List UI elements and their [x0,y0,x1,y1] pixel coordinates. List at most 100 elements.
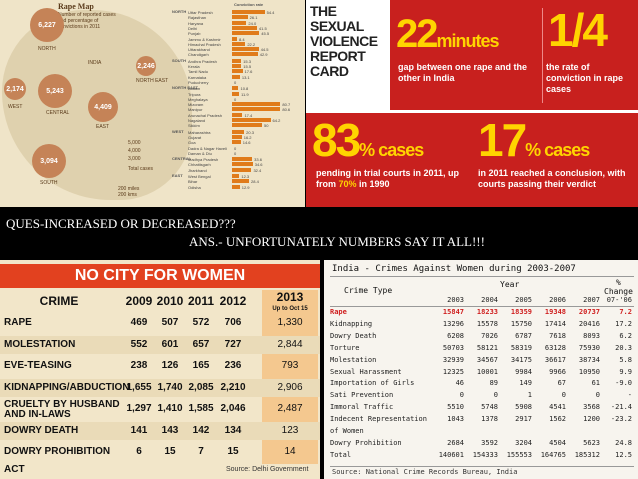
bar-fill [232,25,257,30]
crime-value: 17.2 [615,319,632,328]
crime-value: 6208 [447,331,464,340]
bar-fill [232,36,238,41]
stat3-caption-a: pending in trial courts in 2011, up from [316,168,460,189]
stat3-caption: pending in trial courts in 2011, up from… [316,168,466,190]
cell-crime: DOWRY PROHIBITION ACT [4,446,111,475]
bar-row-label: Mizoram [188,102,204,108]
stat3-value: 83 [312,114,361,166]
crime-value: - [627,391,632,400]
crime-row: of Women [330,427,636,436]
crime-name: Immoral Traffic [330,403,394,412]
bar-fill [232,52,258,57]
crime-value: 15847 [442,308,464,316]
bar-row-label: Maharashtra [188,129,211,135]
cell-2011: 165 [192,360,210,371]
region-south: SOUTH [40,180,58,186]
crime-value: 5510 [447,403,464,412]
bar-row-label: Chhattisgarh [188,162,211,168]
crime-value: 20.3 [615,343,632,352]
bar-row-label: Goa [188,140,196,146]
header-2011: 2011 [187,294,215,308]
bar-row-label: Bihar [188,179,198,185]
bar-row-label: Manipur [188,107,203,113]
region-east: EAST [96,124,110,130]
bar-fill [232,167,252,172]
bar-fill [232,15,248,20]
bar-fill [232,107,281,112]
bar-row-value: 20.3 [246,129,254,135]
bar-row-label: Tripura [188,91,201,97]
cell-2010: 601 [161,338,179,350]
cell-crime: DOWRY DEATH [4,424,79,436]
crime-value: 15578 [476,319,498,328]
cell-crime: MOLESTATION [4,338,76,350]
crime-value: 12.5 [615,450,632,459]
legend-5000: 5,000 [128,140,141,146]
cell-2010: 1,740 [157,381,183,393]
map-scale: 200 miles 200 kms [118,186,140,198]
crime-name: Molestation [330,355,377,364]
crime-value: 7026 [481,331,498,340]
cell-2009: 6 [136,446,142,457]
crime-value: 10950 [578,367,600,376]
crime-value: 5908 [515,403,532,412]
crime-value: 38734 [578,355,600,364]
change-period: 07-'06 [606,296,632,304]
bar-row-label: Dadra & Nagar Haveli [188,145,227,151]
bar-row-value: 80.7 [282,102,291,108]
crime-row: Rape 15847 18233 18359 19348 20737 7.2 [330,308,636,317]
bar-row-label: Haryana [188,20,204,26]
no-city-header-row: CRIME 2009 2010 2011 2012 2013 Up to Oct… [0,290,320,312]
crime-row: Dowry Death 6208 7026 6787 7618 8093 6.2 [330,332,636,341]
answer-text: ANS.- UNFORTUNATELY NUMBERS SAY IT ALL!!… [189,234,485,249]
bar-row-value: 17.6 [244,69,253,75]
bar-row-label: Delhi [188,25,198,31]
crime-value: 10001 [476,367,498,376]
bar-group-label: WEST [172,128,184,134]
cell-2011: 572 [192,317,210,328]
crime-value: 20737 [578,308,600,316]
bar-fill [232,20,247,25]
bar-row-value: 54.4 [266,10,275,15]
cell-2010: 143 [161,424,179,436]
crime-value: 46 [455,379,464,388]
crime-name: Total [330,450,352,459]
crime-value: 6787 [515,331,532,340]
crime-value: 20416 [578,319,600,328]
crime-value: 12325 [442,367,464,376]
crime-name: Rape [330,308,347,316]
table-rule-mid [330,306,634,307]
bar-row-value: 42.9 [259,52,268,58]
crime-value: 5748 [481,403,498,412]
cell-2013: 2,487 [277,403,303,414]
region-north-east: NORTH EAST [136,78,169,84]
bar-fill [232,47,259,52]
bar-row-value: 16.2 [243,134,252,140]
cell-2011: 2,085 [188,381,214,393]
crime-row: Total 140601 154333 155553 164765 185312 12.5 [330,451,636,460]
crime-value: 34567 [476,355,498,364]
bar-fill [232,134,242,139]
bar-row-value: 41.5 [258,25,267,31]
bar-fill [232,86,239,91]
stat3-unit: % cases [359,140,424,160]
header-2013: 2013 [276,290,304,304]
bar-row-label: West Bengal [188,174,211,179]
no-city-title: NO CITY FOR WOMEN [0,264,320,288]
bar-row-value: 17.4 [244,112,253,118]
bar-fill [232,157,253,162]
crime-value: 32939 [442,355,464,364]
crime-value: 154333 [472,450,498,459]
bar-row-value: 15.3 [243,58,251,64]
crime-value: 75930 [578,343,600,352]
bar-group-label: NORTH EAST [172,85,198,91]
bar-row-value: 24.0 [248,20,257,26]
crime-value: 185312 [574,450,600,459]
bubble-west: 2,174 [4,78,26,100]
stat3-caption-highlight: 70% [338,179,357,189]
no-city-row: MOLESTATION 552 601 657 727 2,844 [0,335,320,354]
bar-row-value: 28.4 [251,179,259,185]
no-city-for-women-panel: NO CITY FOR WOMEN CRIME 2009 2010 2011 2… [0,260,320,479]
bar-header: Conviction rate [234,2,264,7]
cell-2012: 727 [224,338,242,350]
